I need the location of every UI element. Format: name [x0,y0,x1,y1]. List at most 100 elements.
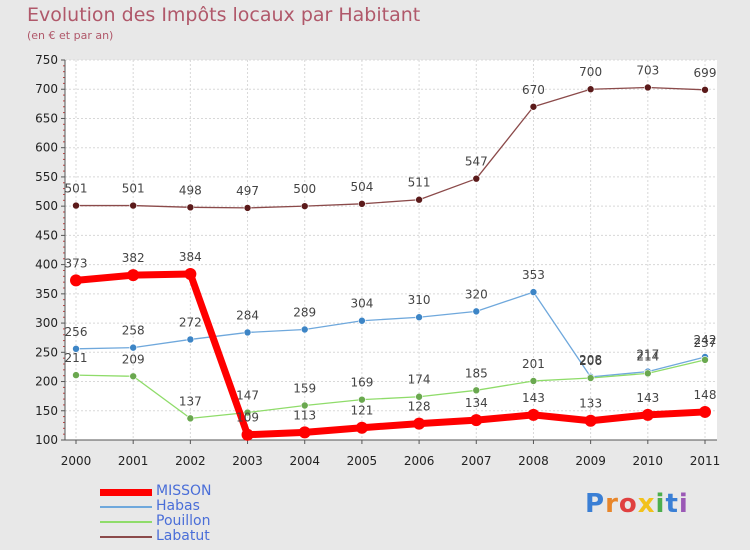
point-labatut-2001 [129,201,137,210]
data-label-pouillon-2010: 214 [636,349,659,363]
logo-letter: x [637,489,656,519]
data-label-misson-2011: 148 [694,388,717,402]
data-label-misson-2002: 384 [179,250,202,264]
legend-swatch-misson [100,489,152,496]
data-label-pouillon-2009: 206 [579,354,602,368]
data-label-pouillon-2005: 169 [350,376,373,390]
data-label-habas-2010: 217 [636,348,659,362]
x-tick-label-2008: 2008 [518,454,549,468]
series-line-labatut [75,86,706,209]
point-habas-2000 [72,344,80,353]
data-label-habas-2004: 289 [293,306,316,320]
y-tick-label-350: 350 [35,287,58,301]
point-labatut-2002 [186,203,195,212]
point-labatut-2003 [243,204,252,212]
point-labatut-2009 [586,85,595,94]
data-label-pouillon-2000: 211 [65,351,88,365]
point-habas-2003 [243,328,252,337]
data-label-labatut-2006: 511 [408,176,431,190]
point-misson-2009 [584,414,597,427]
point-labatut-2004 [300,202,309,210]
x-tick-label-2007: 2007 [461,454,492,468]
data-label-misson-2001: 382 [122,251,145,265]
point-misson-2010 [641,408,654,421]
x-tick-label-2001: 2001 [118,454,149,468]
legend-label-misson: MISSON [156,483,212,499]
point-misson-2007 [470,414,483,427]
data-label-labatut-2002: 498 [179,183,202,197]
data-label-habas-2000: 256 [65,325,88,339]
logo-letter: o [618,489,638,519]
x-tick-label-2004: 2004 [289,454,320,468]
chart-subtitle: (en € et par an) [27,29,114,42]
point-misson-2000 [70,274,82,287]
data-label-labatut-2008: 670 [522,83,545,97]
x-tick-label-2005: 2005 [347,454,378,468]
point-habas-2005 [358,316,366,325]
legend: MISSON Habas Pouillon Labatut [100,483,260,544]
data-label-pouillon-2003: 147 [236,389,259,403]
legend-swatch-pouillon [100,521,152,523]
data-label-pouillon-2002: 137 [179,394,202,408]
legend-label-habas: Habas [156,498,200,514]
point-pouillon-2010 [644,369,652,378]
point-labatut-2010 [644,83,652,92]
logo-letter: P [585,489,606,519]
point-pouillon-2011 [701,356,709,364]
point-pouillon-2002 [186,414,195,423]
data-label-misson-2010: 143 [636,391,659,405]
point-habas-2008 [529,288,538,296]
y-tick-label-250: 250 [35,345,58,359]
data-label-habas-2006: 310 [408,293,431,307]
x-tick-label-2003: 2003 [232,454,263,468]
point-habas-2006 [415,313,423,322]
data-label-misson-2008: 143 [522,391,545,405]
data-label-pouillon-2008: 201 [522,357,545,371]
data-label-pouillon-2001: 209 [122,352,145,366]
point-labatut-2006 [415,195,423,204]
y-tick-label-650: 650 [35,111,58,125]
point-pouillon-2006 [415,392,423,401]
data-label-pouillon-2006: 174 [408,373,431,387]
point-pouillon-2008 [529,377,538,385]
data-label-habas-2001: 258 [122,324,145,338]
data-label-labatut-2010: 703 [636,63,659,77]
y-tick-label-450: 450 [35,228,58,242]
legend-swatch-habas [100,506,152,508]
x-tick-label-2010: 2010 [633,454,664,468]
point-pouillon-2005 [358,395,366,404]
data-label-labatut-2005: 504 [350,180,373,194]
data-label-habas-2005: 304 [350,297,373,311]
point-misson-2001 [127,269,140,282]
x-tick-label-2000: 2000 [61,454,92,468]
logo-letter: t [665,489,679,519]
y-tick-label-200: 200 [35,375,58,389]
point-habas-2004 [300,325,309,334]
data-label-misson-2000: 373 [65,256,88,270]
point-pouillon-2009 [586,374,595,382]
x-tick-label-2009: 2009 [575,454,606,468]
point-habas-2007 [472,307,481,316]
point-labatut-2000 [72,201,80,210]
y-tick-label-150: 150 [35,404,58,418]
data-label-habas-2011: 242 [694,333,717,347]
data-label-misson-2004: 113 [293,408,316,422]
point-labatut-2011 [701,86,709,94]
legend-item-labatut: Labatut [100,528,260,544]
point-pouillon-2000 [72,371,80,379]
point-labatut-2008 [529,102,538,111]
point-misson-2008 [527,408,540,421]
data-label-habas-2003: 284 [236,308,259,322]
point-misson-2004 [298,426,311,439]
data-label-habas-2008: 353 [522,268,545,282]
y-tick-label-750: 750 [35,53,58,67]
data-label-misson-2009: 133 [579,397,602,411]
series-line-misson [72,270,709,439]
data-label-pouillon-2011: 237 [694,336,717,350]
data-label-pouillon-2004: 159 [293,382,316,396]
y-tick-label-550: 550 [35,170,58,184]
legend-item-habas: Habas [100,498,260,514]
point-pouillon-2003 [243,408,252,417]
